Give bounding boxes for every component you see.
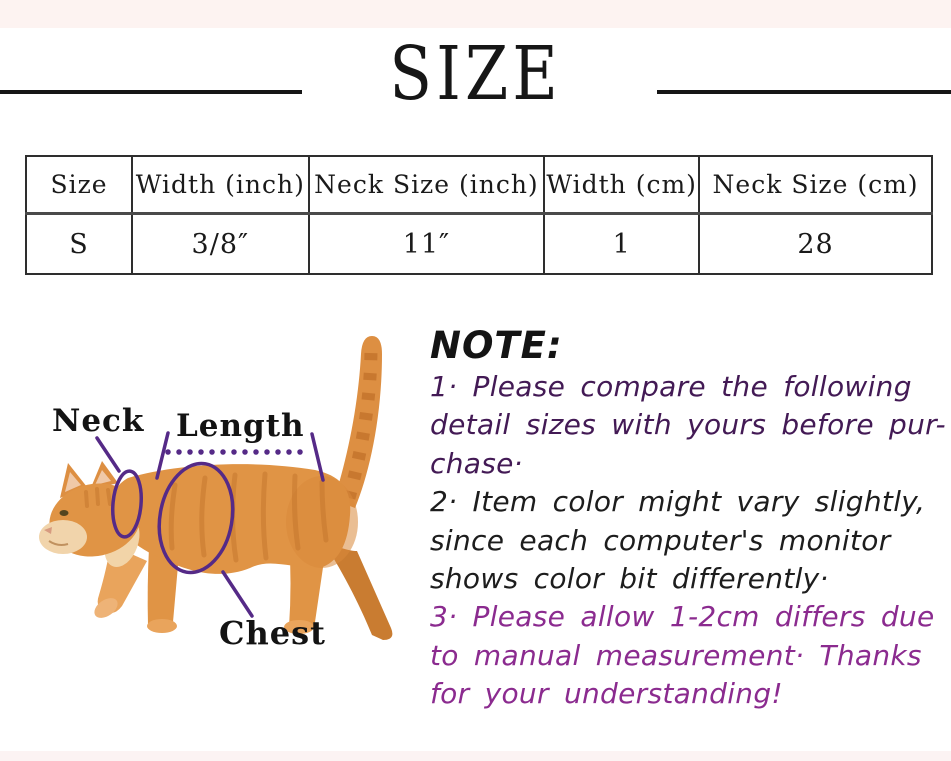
cat-front-leg-standing bbox=[147, 548, 179, 632]
note-line: 3· Please allow 1-2cm differs due bbox=[430, 600, 935, 634]
page-title-text: SIZE bbox=[389, 31, 562, 117]
cell-neck-size-inch: 11″ bbox=[307, 212, 546, 275]
size-table: Size Width (inch) Neck Size (inch) Width… bbox=[25, 155, 933, 275]
note-line: 1· Please compare the following bbox=[430, 370, 912, 403]
note-line: for your understanding! bbox=[430, 677, 783, 711]
cat-far-hind-leg bbox=[322, 540, 393, 640]
cell-size: S bbox=[25, 212, 133, 275]
note-line: shows color bit differently· bbox=[430, 562, 829, 596]
page-title: SIZE bbox=[0, 36, 951, 112]
cat-measurement-diagram: Neck Length Chest bbox=[39, 336, 393, 652]
cat-head-stripes bbox=[84, 487, 112, 508]
cat-illustration bbox=[39, 336, 393, 640]
cat-ear-left-inner bbox=[65, 472, 81, 492]
cat-mouth bbox=[48, 540, 69, 546]
col-header-neck-size-inch: Neck Size (inch) bbox=[307, 155, 546, 215]
note-line: since each computer's monitor bbox=[430, 523, 891, 557]
cell-width-inch: 3/8″ bbox=[131, 212, 310, 275]
chest-label: Chest bbox=[219, 614, 326, 652]
cat-nose bbox=[44, 527, 52, 534]
notes-section: NOTE: 1· Please compare the following de… bbox=[430, 324, 946, 714]
cat-front-paw-standing bbox=[147, 619, 177, 633]
col-header-width-cm: Width (cm) bbox=[543, 155, 701, 215]
notes-heading: NOTE: bbox=[430, 324, 563, 367]
note-line: to manual measurement· Thanks bbox=[430, 638, 922, 672]
cat-head bbox=[39, 461, 141, 557]
cat-near-hind-paw bbox=[284, 620, 314, 634]
neck-measure-ellipse bbox=[111, 469, 143, 539]
cat-muzzle bbox=[39, 520, 87, 554]
length-label: Length bbox=[176, 408, 305, 444]
chest-measure-ellipse bbox=[157, 461, 235, 575]
top-pink-band bbox=[0, 0, 951, 28]
col-header-neck-size-cm: Neck Size (cm) bbox=[698, 155, 933, 215]
title-rule-left bbox=[0, 90, 302, 94]
size-table-header-row: Size Width (inch) Neck Size (inch) Width… bbox=[25, 155, 933, 215]
bottom-pink-band bbox=[0, 751, 951, 761]
size-table-row-s: S 3/8″ 11″ 1 28 bbox=[25, 212, 933, 275]
cat-tail bbox=[334, 336, 382, 508]
chest-pointer-line bbox=[221, 570, 254, 618]
neck-label: Neck bbox=[52, 403, 145, 439]
cell-width-cm: 1 bbox=[543, 212, 701, 275]
note-line: detail sizes with yours before pur- bbox=[430, 408, 946, 442]
cat-ear-right-inner bbox=[95, 470, 111, 485]
neck-pointer-line bbox=[95, 436, 121, 473]
cat-eye bbox=[59, 510, 69, 516]
title-rule-right bbox=[657, 90, 951, 94]
note-line: 2· Item color might vary slightly, bbox=[430, 485, 926, 519]
col-header-size: Size bbox=[25, 155, 133, 215]
note-line: chase· bbox=[430, 446, 523, 480]
cat-front-paw-lifted bbox=[94, 598, 118, 618]
col-header-width-inch: Width (inch) bbox=[131, 155, 310, 215]
cell-neck-size-cm: 28 bbox=[698, 212, 933, 275]
length-end-tick-left bbox=[155, 431, 170, 480]
measurement-annotations bbox=[95, 431, 325, 618]
cat-tail-stripes bbox=[342, 351, 378, 500]
length-end-tick-right bbox=[310, 432, 325, 482]
